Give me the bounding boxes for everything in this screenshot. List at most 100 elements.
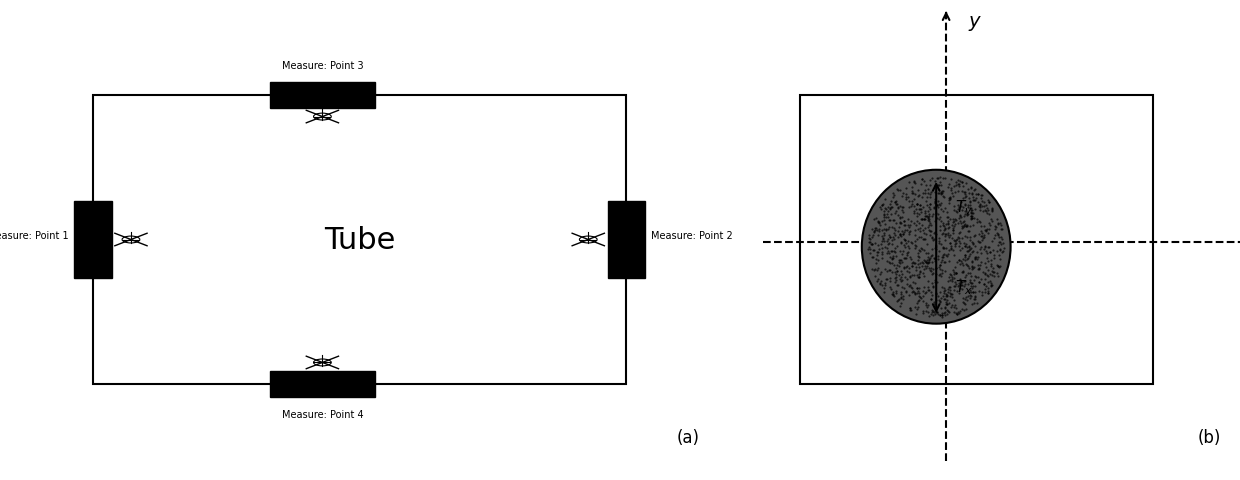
Point [982,272,1002,279]
Point [862,233,882,241]
Point [932,231,952,239]
Point [977,273,997,281]
Point [923,213,942,221]
Point [936,220,956,228]
Point [921,291,941,299]
Point [937,209,957,217]
Point [935,174,955,182]
Point [987,270,1007,277]
Point [888,282,908,289]
Point [899,224,919,231]
Point [962,197,982,205]
Point [945,238,965,245]
Point [921,311,941,319]
Point [920,201,940,208]
Point [962,212,982,220]
Point [888,205,908,213]
Point [874,288,894,296]
Point [960,228,980,235]
Point [893,251,913,258]
Point [913,288,932,295]
Point [893,193,913,201]
Point [980,249,999,256]
Point [990,255,1009,263]
Point [863,247,883,254]
Point [901,307,921,314]
Point [960,270,980,277]
Point [916,300,936,307]
Point [874,284,894,292]
Point [890,257,910,264]
Point [965,273,985,281]
Point [982,204,1002,212]
Point [941,176,961,183]
Point [962,215,982,222]
Point [955,278,975,286]
Point [894,285,914,293]
Point [962,248,982,256]
Point [911,259,931,266]
Point [967,300,987,308]
Point [893,190,913,197]
Point [909,293,929,300]
Point [882,254,901,262]
Point [878,226,898,234]
Point [920,218,940,226]
Point [957,244,977,252]
Point [868,248,888,256]
Point [945,283,965,290]
Point [904,219,924,227]
Point [941,291,961,299]
Point [911,216,931,224]
Point [884,268,904,276]
Point [858,245,878,253]
Point [936,291,956,299]
Point [892,300,911,308]
Point [957,262,977,270]
Point [983,268,1003,276]
Point [965,264,985,271]
Point [988,241,1008,249]
Point [911,209,931,216]
Point [956,223,976,230]
Point [967,255,987,263]
Point [904,179,924,187]
Point [946,216,966,224]
Point [940,290,960,298]
Point [936,252,956,259]
Point [905,245,925,252]
Point [936,299,956,306]
Point [899,194,919,202]
Point [975,227,994,234]
Point [954,268,973,276]
Point [875,276,895,283]
Point [878,235,898,243]
Point [955,200,975,208]
Point [930,288,950,296]
Point [888,201,908,209]
Point [899,268,919,276]
Point [920,254,940,262]
Point [926,246,946,253]
Point [976,228,996,235]
Point [903,188,923,195]
Point [951,282,971,289]
Point [908,261,928,268]
Point [992,236,1012,243]
Point [947,258,967,266]
Point [894,218,914,226]
Point [931,182,951,190]
Point [959,252,978,260]
Point [971,227,991,235]
Point [939,195,959,203]
Point [930,179,950,187]
Point [960,244,980,252]
Point [921,308,941,316]
Point [970,218,990,226]
Point [962,300,982,308]
Point [906,289,926,297]
Point [942,215,962,223]
Point [985,223,1004,230]
Point [862,266,882,274]
Point [913,310,932,318]
